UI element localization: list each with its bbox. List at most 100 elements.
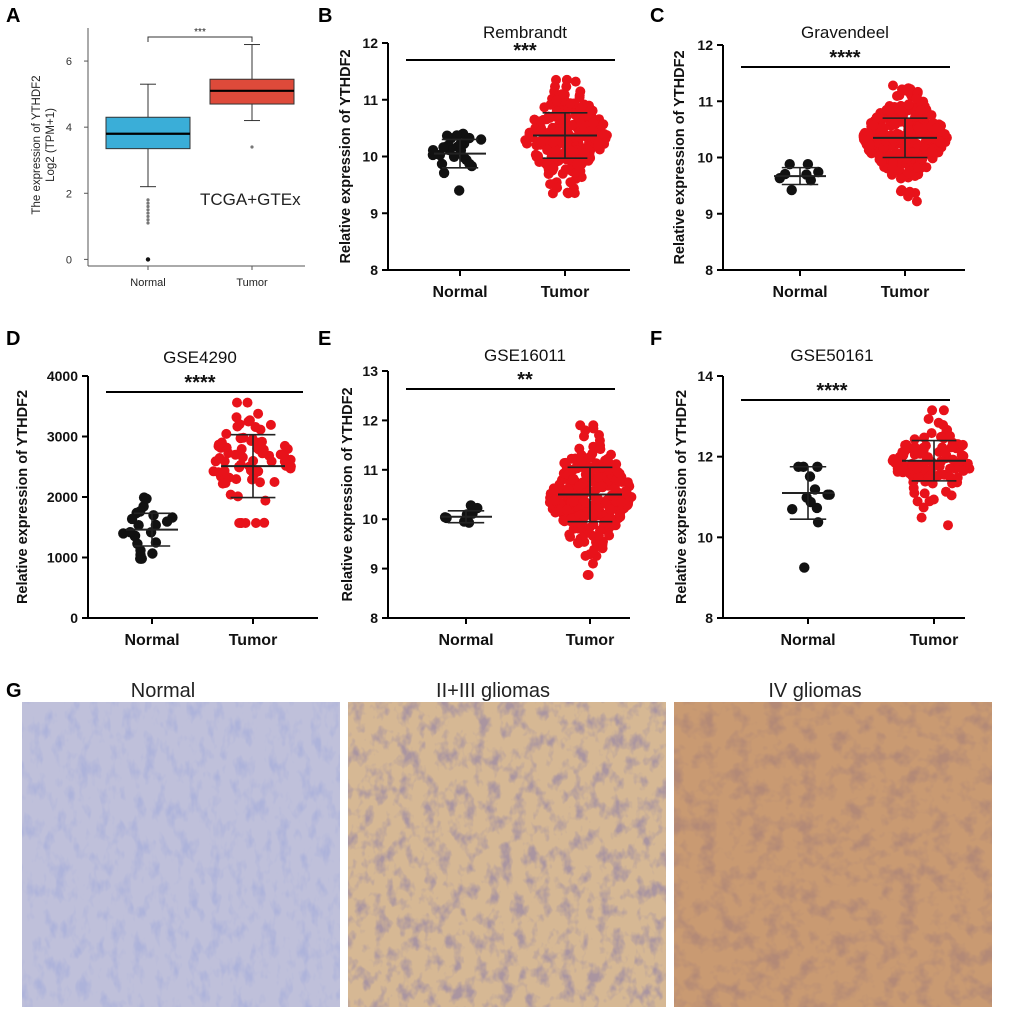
p5-data-point-normal: [811, 502, 823, 514]
p2-data-point-tumor: [904, 186, 915, 197]
p3-y-tick-label: 0: [70, 610, 78, 626]
p1-data-point-tumor: [588, 118, 599, 128]
p3-data-point-tumor: [247, 474, 257, 485]
p2-data-point-tumor: [895, 173, 906, 184]
p4-y-tick-label: 9: [370, 561, 378, 577]
p3-data-point-tumor: [210, 456, 221, 467]
a-significance-label: ***: [194, 27, 206, 38]
p1-y-tick-label: 11: [363, 92, 378, 108]
p1-data-point-normal: [438, 142, 449, 153]
p3-data-point-normal: [133, 520, 144, 531]
p1-data-point-tumor: [560, 164, 571, 175]
p4-data-point-tumor: [614, 476, 625, 487]
p4-data-point-tumor: [564, 529, 575, 540]
p5-data-point-tumor: [912, 463, 923, 474]
panel-letter-d: D: [6, 328, 20, 350]
p3-data-point-normal: [147, 548, 158, 559]
p5-category-label: Tumor: [910, 632, 959, 649]
histology-title-grade-2-3: II+III gliomas: [436, 680, 550, 702]
a-outlier-point: [146, 214, 150, 219]
p1-y-label: Relative expression of YTHDF2: [338, 49, 354, 263]
p2-significance-label: ****: [829, 47, 860, 69]
p3-data-point-tumor: [224, 472, 235, 483]
p3-data-point-tumor: [253, 408, 264, 419]
p4-y-tick-label: 11: [363, 462, 378, 478]
p4-data-point-tumor: [588, 558, 598, 569]
a-annotation: TCGA+GTEx: [200, 190, 301, 209]
p3-data-point-tumor: [255, 477, 265, 488]
p1-data-point-tumor: [551, 106, 562, 117]
a-outlier-point: [146, 218, 150, 222]
p4-category-label: Tumor: [566, 632, 615, 649]
p1-data-point-tumor: [535, 116, 546, 127]
p4-data-point-tumor: [584, 522, 595, 533]
p5-data-point-normal: [787, 504, 798, 515]
p4-data-point-tumor: [574, 481, 585, 492]
p2-data-point-tumor: [910, 111, 921, 122]
p5-y-label: Relative expression of YTHDF2: [674, 390, 690, 604]
p4-data-point-tumor: [620, 486, 631, 497]
p5-data-point-tumor: [956, 449, 967, 460]
p2-data-point-tumor: [901, 85, 912, 96]
p3-data-point-normal: [134, 506, 146, 517]
p4-y-tick-label: 10: [362, 511, 378, 527]
panel-letter-a: A: [6, 5, 20, 27]
p5-data-point-tumor: [888, 454, 899, 464]
a-y-tick-label: 2: [66, 188, 72, 200]
p4-data-point-tumor: [583, 570, 594, 580]
p3-data-point-normal: [150, 537, 162, 548]
p5-data-point-tumor: [945, 463, 955, 474]
p1-y-tick-label: 10: [362, 149, 378, 165]
a-y-tick-label: 4: [66, 122, 72, 134]
p4-data-point-tumor: [580, 511, 590, 522]
p2-data-point-tumor: [911, 196, 922, 207]
p3-data-point-normal: [135, 545, 146, 556]
p5-y-tick-label: 12: [697, 449, 713, 465]
p4-data-point-tumor: [549, 495, 560, 506]
p2-data-point-tumor: [935, 136, 945, 147]
panel-letter-b: B: [318, 5, 332, 27]
p1-data-point-normal: [436, 158, 448, 170]
p3-data-point-tumor: [279, 456, 290, 467]
p5-data-point-normal: [804, 471, 816, 482]
p2-data-point-tumor: [917, 154, 928, 165]
p2-data-point-tumor: [911, 93, 922, 104]
p1-data-point-tumor: [561, 81, 572, 92]
p1-data-point-tumor: [593, 137, 604, 148]
p2-data-point-tumor: [901, 153, 912, 164]
p3-data-point-tumor: [266, 456, 277, 467]
p4-data-point-tumor: [565, 514, 576, 525]
p2-data-point-normal: [813, 166, 824, 178]
p1-data-point-tumor: [544, 112, 555, 123]
histology-image-grade-2-3: [348, 702, 666, 1007]
p4-data-point-tumor: [588, 423, 599, 434]
p1-data-point-tumor: [562, 187, 573, 198]
p1-data-point-tumor: [565, 98, 576, 109]
p3-data-point-tumor: [213, 467, 224, 478]
p4-data-point-tumor: [609, 490, 619, 501]
p3-data-point-tumor: [242, 397, 253, 408]
p5-data-point-normal: [799, 562, 810, 573]
p2-data-point-tumor: [884, 105, 895, 116]
p5-data-point-tumor: [912, 496, 923, 507]
p3-y-label: Relative expression of YTHDF2: [15, 390, 31, 604]
p4-data-point-tumor: [573, 538, 584, 549]
p4-data-point-tumor: [604, 530, 615, 541]
p5-data-point-tumor: [919, 488, 930, 499]
a-outlier-point: [146, 198, 150, 202]
p2-y-tick-label: 10: [697, 150, 713, 166]
p5-data-point-tumor: [947, 441, 958, 452]
p1-data-point-tumor: [570, 76, 581, 87]
p5-data-point-tumor: [926, 428, 937, 439]
a-significance-bracket: [147, 36, 253, 42]
p1-data-point-normal: [464, 158, 475, 170]
p2-data-point-tumor: [913, 123, 924, 133]
p4-data-point-tumor: [594, 435, 605, 446]
p1-data-point-tumor: [550, 145, 561, 156]
p5-data-point-tumor: [945, 472, 955, 482]
p3-data-point-tumor: [243, 416, 254, 427]
p2-data-point-tumor: [877, 122, 888, 133]
p3-data-point-tumor: [217, 478, 228, 489]
p5-y-tick-label: 10: [697, 529, 713, 545]
a-outlier-point: [146, 201, 150, 205]
